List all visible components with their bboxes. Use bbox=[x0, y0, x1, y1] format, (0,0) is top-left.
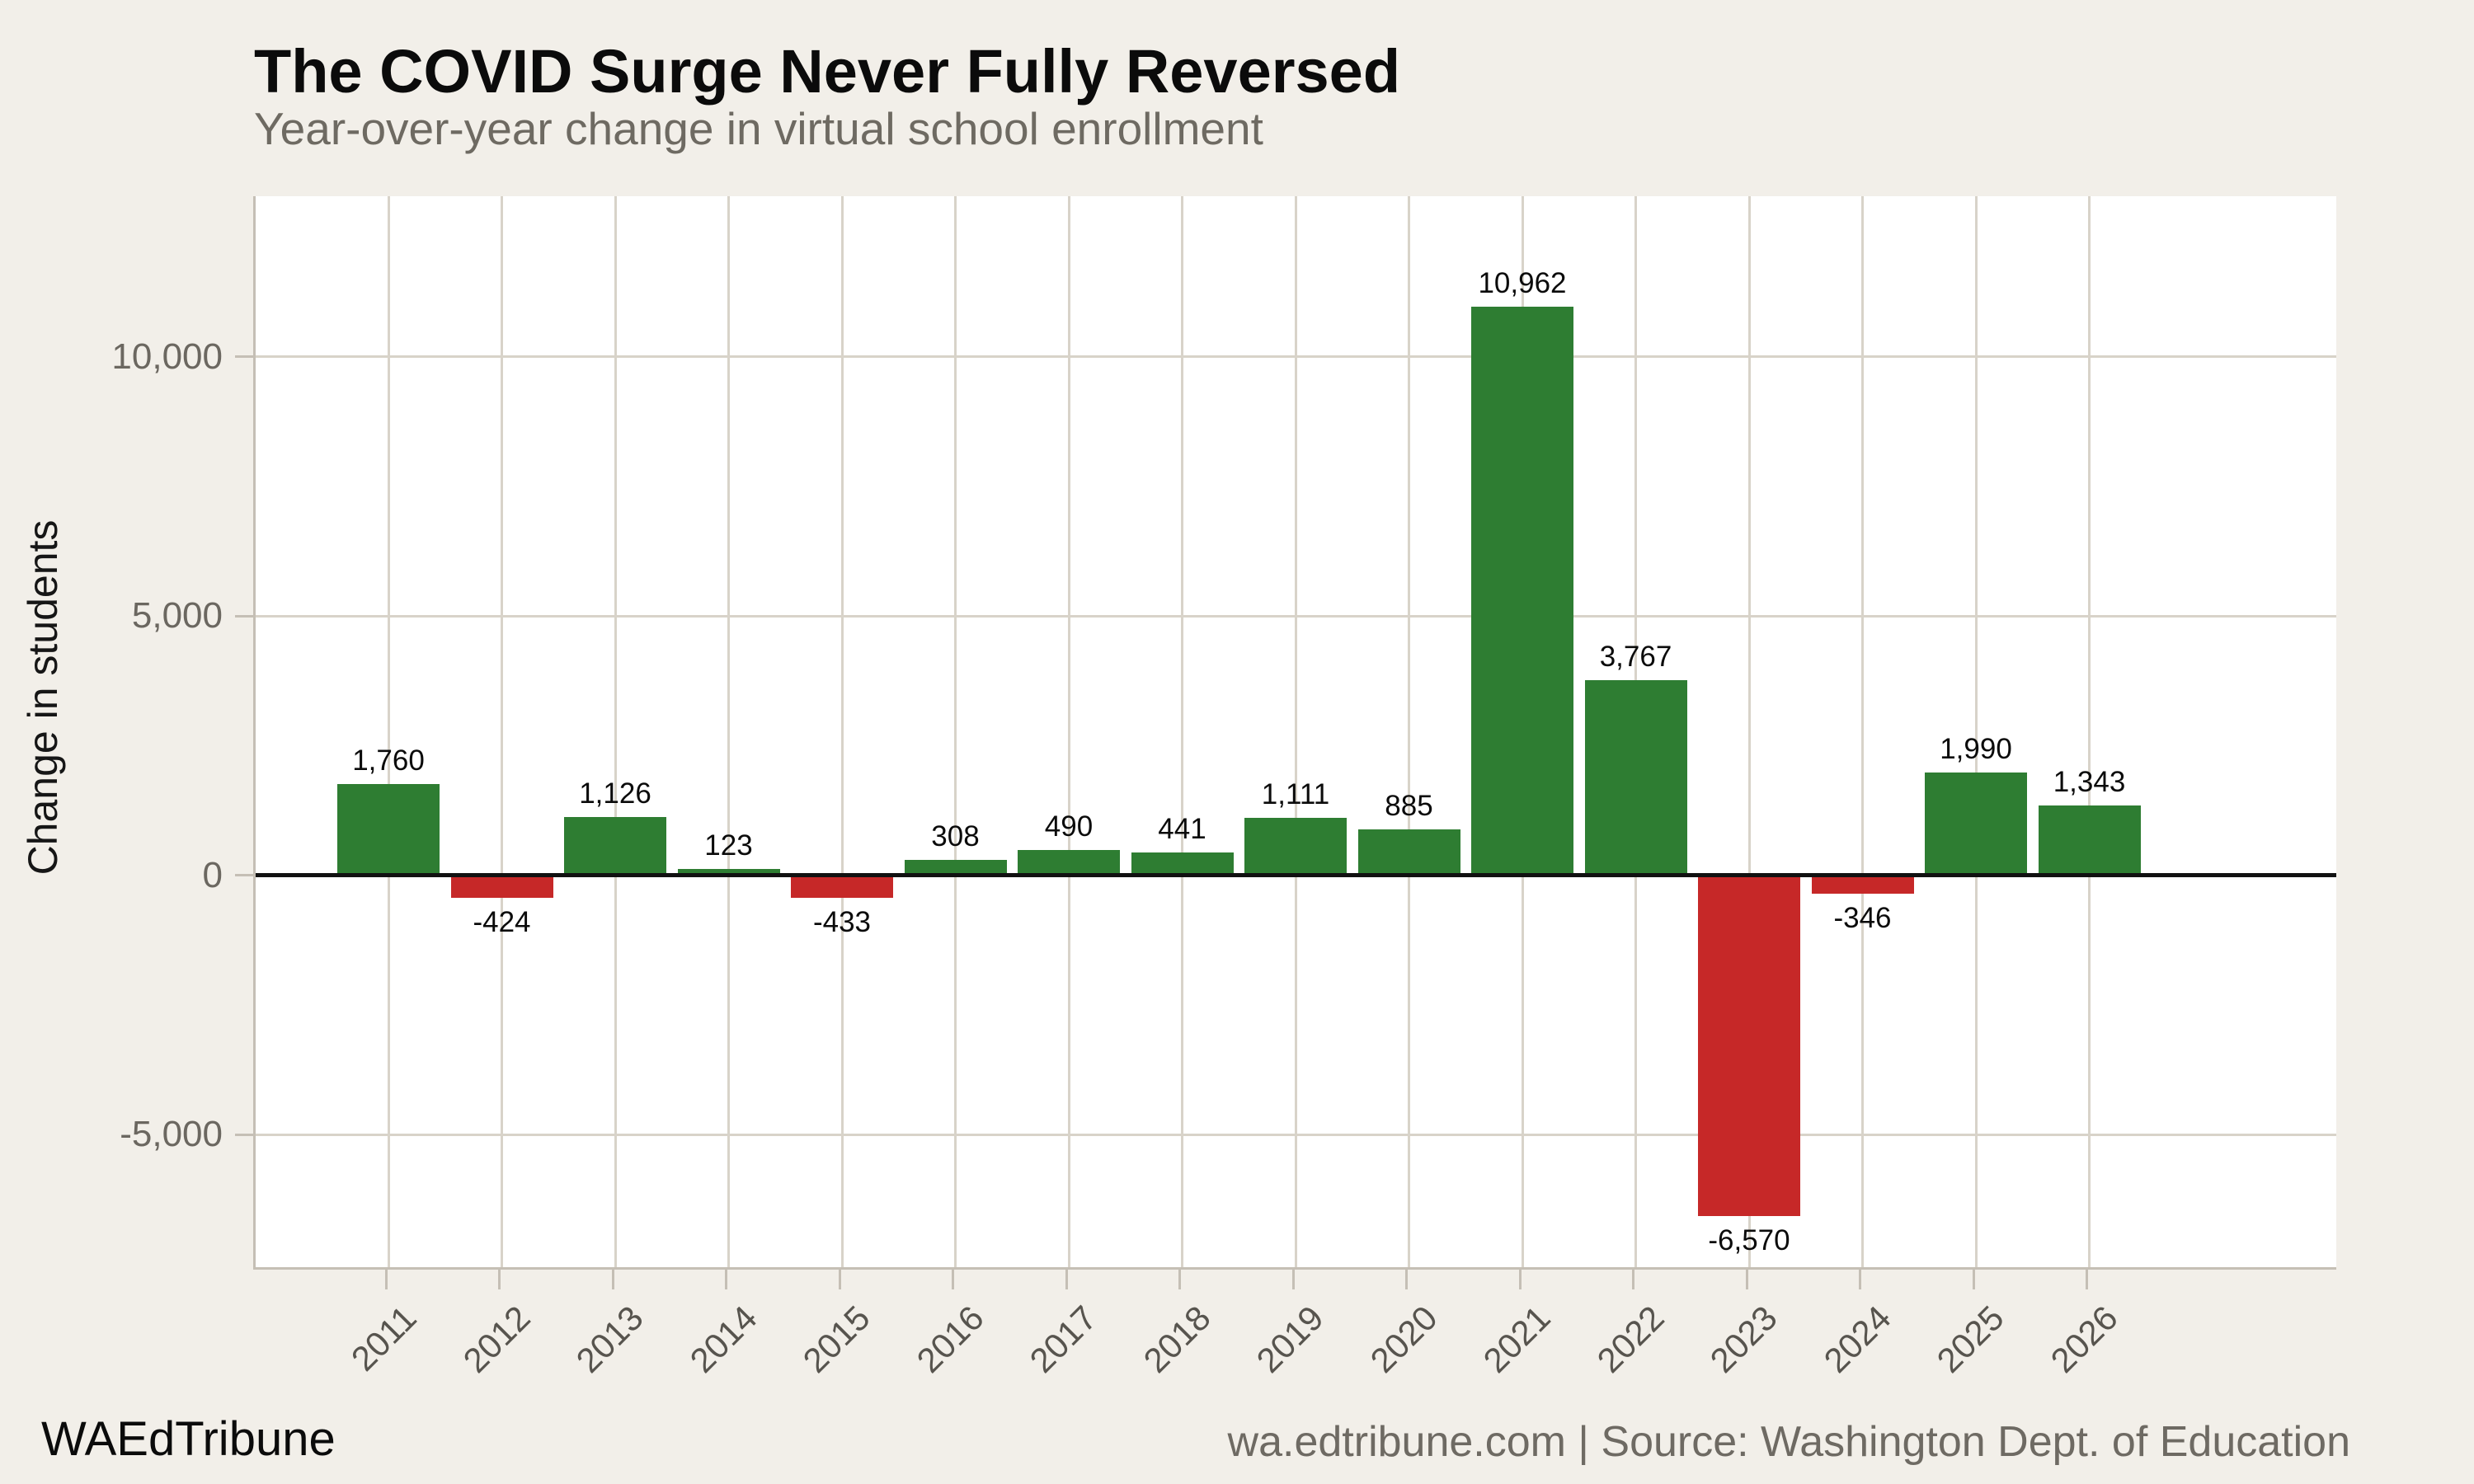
brand-wordmark: WAEdTribune bbox=[41, 1412, 336, 1466]
x-tick-mark-2019 bbox=[1291, 1270, 1295, 1289]
bar-2024 bbox=[1811, 875, 1914, 894]
vertical-gridline-2016 bbox=[954, 196, 957, 1267]
bar-2012 bbox=[450, 875, 553, 898]
x-tick-mark-2013 bbox=[611, 1270, 614, 1289]
vertical-gridline-2015 bbox=[840, 196, 844, 1267]
x-tick-mark-2017 bbox=[1065, 1270, 1068, 1289]
bar-2021 bbox=[1471, 307, 1573, 876]
vertical-gridline-2017 bbox=[1067, 196, 1070, 1267]
zero-baseline bbox=[256, 873, 2336, 878]
bar-2014 bbox=[677, 869, 780, 876]
vertical-gridline-2018 bbox=[1181, 196, 1183, 1267]
bar-value-label-2020: 885 bbox=[1385, 790, 1433, 823]
y-tick-mark-0 bbox=[235, 874, 253, 877]
bar-2018 bbox=[1131, 852, 1234, 876]
vertical-gridline-2025 bbox=[1974, 196, 1978, 1267]
bar-2020 bbox=[1357, 829, 1460, 876]
horizontal-gridline-10000 bbox=[256, 355, 2336, 359]
y-tick-label-5000: 5,000 bbox=[131, 595, 223, 636]
x-tick-mark-2015 bbox=[838, 1270, 841, 1289]
bar-value-label-2023: -6,570 bbox=[1708, 1224, 1790, 1257]
x-tick-mark-2016 bbox=[952, 1270, 954, 1289]
x-tick-mark-2021 bbox=[1518, 1270, 1522, 1289]
y-tick-mark-5000 bbox=[235, 614, 253, 618]
bar-2025 bbox=[1925, 772, 2027, 876]
bar-value-label-2011: 1,760 bbox=[352, 744, 425, 777]
y-tick-mark--5000 bbox=[235, 1133, 253, 1136]
bar-2019 bbox=[1244, 818, 1347, 876]
vertical-gridline-2020 bbox=[1408, 196, 1410, 1267]
bar-value-label-2014: 123 bbox=[704, 829, 753, 862]
x-tick-mark-2024 bbox=[1859, 1270, 1861, 1289]
y-tick-label-10000: 10,000 bbox=[111, 336, 223, 377]
x-tick-mark-2023 bbox=[1745, 1270, 1748, 1289]
y-axis-title: Change in students bbox=[20, 519, 66, 876]
x-tick-mark-2025 bbox=[1972, 1270, 1975, 1289]
vertical-gridline-2019 bbox=[1294, 196, 1297, 1267]
bar-value-label-2012: -424 bbox=[473, 905, 531, 938]
chart-title: The COVID Surge Never Fully Reversed bbox=[254, 37, 1401, 106]
bar-2022 bbox=[1584, 680, 1687, 876]
bar-2017 bbox=[1018, 850, 1120, 876]
plot-area: 1,760 -424 1,126 123 -433 308 490 441 1,111 885 10… bbox=[253, 196, 2336, 1270]
y-tick-label-0: 0 bbox=[202, 854, 223, 895]
x-tick-mark-2022 bbox=[1632, 1270, 1634, 1289]
y-tick-mark-10000 bbox=[235, 355, 253, 359]
bar-2023 bbox=[1698, 875, 1800, 1217]
bar-2016 bbox=[904, 859, 1007, 876]
vertical-gridline-2013 bbox=[614, 196, 617, 1267]
vertical-gridline-2026 bbox=[2088, 196, 2091, 1267]
bar-value-label-2026: 1,343 bbox=[2053, 766, 2126, 799]
bar-value-label-2018: 441 bbox=[1158, 813, 1206, 846]
vertical-gridline-2024 bbox=[1861, 196, 1864, 1267]
bar-value-label-2025: 1,990 bbox=[1940, 732, 2012, 765]
bar-value-label-2013: 1,126 bbox=[579, 777, 651, 810]
chart-subtitle: Year-over-year change in virtual school … bbox=[254, 103, 1263, 154]
bar-value-label-2017: 490 bbox=[1044, 810, 1094, 843]
x-tick-mark-2014 bbox=[725, 1270, 727, 1289]
bar-value-label-2021: 10,962 bbox=[1478, 267, 1567, 300]
x-tick-mark-2018 bbox=[1178, 1270, 1181, 1289]
bar-2026 bbox=[2038, 805, 2141, 876]
vertical-gridline-2011 bbox=[387, 196, 390, 1267]
vertical-gridline-2023 bbox=[1747, 196, 1751, 1267]
bar-value-label-2015: -433 bbox=[812, 906, 872, 939]
bar-2011 bbox=[337, 784, 440, 876]
horizontal-gridline--5000 bbox=[256, 1133, 2336, 1136]
source-attribution: wa.edtribune.com | Source: Washington De… bbox=[1227, 1418, 2350, 1466]
vertical-gridline-2014 bbox=[727, 196, 730, 1267]
x-tick-mark-2011 bbox=[384, 1270, 388, 1289]
bar-value-label-2024: -346 bbox=[1833, 901, 1892, 934]
horizontal-gridline-5000 bbox=[256, 614, 2336, 618]
x-tick-mark-2012 bbox=[498, 1270, 501, 1289]
bar-value-label-2022: 3,767 bbox=[1599, 641, 1672, 674]
vertical-gridline-2012 bbox=[501, 196, 503, 1267]
x-tick-mark-2020 bbox=[1405, 1270, 1408, 1289]
y-tick-label--5000: -5,000 bbox=[120, 1114, 223, 1155]
bar-value-label-2019: 1,111 bbox=[1261, 778, 1330, 811]
bar-2013 bbox=[564, 817, 666, 876]
x-tick-mark-2026 bbox=[2086, 1270, 2088, 1289]
bar-2015 bbox=[791, 875, 893, 899]
bar-value-label-2016: 308 bbox=[931, 819, 980, 852]
